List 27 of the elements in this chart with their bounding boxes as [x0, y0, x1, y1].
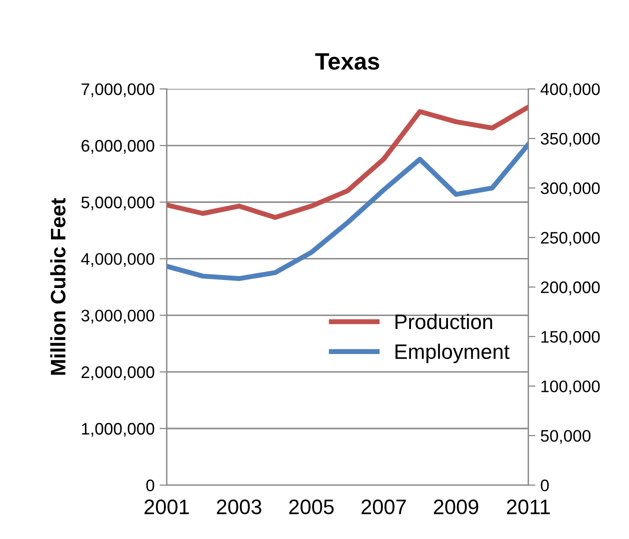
y2-tick-label: 300,000: [540, 182, 600, 196]
y2-tick-label: 100,000: [541, 380, 600, 394]
x-tick-label: 2011: [507, 500, 550, 514]
y-tick-label: 5,000,000: [81, 196, 154, 210]
y-tick-label: 4,000,000: [81, 253, 154, 267]
legend-label: Production: [396, 314, 492, 330]
y2-tick-label: 50,000: [540, 430, 590, 444]
x-tick-label: 2003: [216, 500, 262, 514]
y-tick-label: 1,000,000: [82, 422, 154, 437]
y-axis-title: Million Cubic Feet: [50, 198, 66, 375]
legend-label: Employment: [396, 344, 510, 364]
chart-title: Texas: [315, 53, 380, 70]
y2-tick-label: 200,000: [541, 281, 600, 296]
x-tick-label: 2001: [144, 500, 189, 514]
y2-tick-label: 400,000: [540, 83, 600, 98]
y2-tick-label: 250,000: [541, 232, 600, 246]
y-tick-label: 6,000,000: [82, 140, 154, 154]
x-tick-label: 2007: [362, 500, 406, 514]
x-tick-label: 2009: [434, 500, 478, 514]
y-tick-label: 2,000,000: [82, 366, 154, 380]
y2-tick-label: 150,000: [541, 330, 600, 345]
y2-tick-label: 0: [540, 480, 549, 492]
y2-tick-label: 350,000: [540, 132, 600, 147]
x-tick-label: 2005: [289, 500, 334, 514]
y-tick-label: 3,000,000: [81, 310, 154, 324]
y-tick-label: 7,000,000: [82, 83, 154, 98]
y-tick-label: 0: [146, 480, 154, 492]
